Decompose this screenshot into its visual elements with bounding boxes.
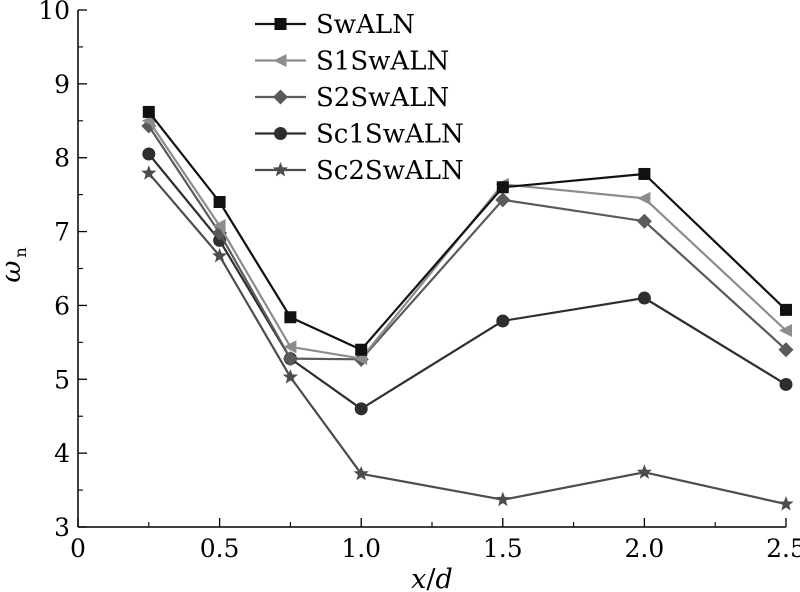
series-sc1swaln — [142, 147, 793, 416]
series-swaln — [142, 105, 792, 356]
legend-label: Sc2SwALN — [316, 156, 464, 186]
legend-item: S2SwALN — [255, 83, 449, 113]
y-tick-label: 7 — [54, 218, 70, 247]
series-line — [147, 111, 787, 351]
ticks: 0 0.5 1.0 1.5 2.0 2.5 3 4 5 6 7 8 9 10 — [38, 0, 800, 563]
data-point — [636, 464, 653, 479]
data-point — [355, 343, 368, 356]
legend-label: S2SwALN — [316, 83, 449, 113]
data-point — [496, 181, 509, 194]
series-line — [147, 172, 787, 506]
data-point — [212, 219, 226, 233]
data-point — [353, 465, 369, 481]
data-point — [283, 340, 297, 354]
data-point — [142, 147, 156, 161]
series-sc2swaln — [141, 165, 794, 511]
data-point — [778, 342, 794, 358]
data-point — [636, 213, 652, 229]
y-tick-label: 10 — [38, 0, 70, 25]
data-point — [637, 291, 651, 305]
legend-label: SwALN — [316, 10, 415, 40]
data-point — [780, 303, 792, 316]
y-tick-label: 3 — [54, 513, 70, 542]
data-point — [495, 192, 511, 208]
legend-label: S1SwALN — [316, 47, 449, 77]
x-tick-label: 2.0 — [625, 534, 665, 563]
legend-label: Sc1SwALN — [316, 120, 464, 150]
data-point — [638, 167, 651, 180]
legend-marker — [274, 18, 287, 30]
y-tick-label: 9 — [54, 70, 70, 99]
y-tick-label: 4 — [54, 439, 70, 468]
legend-marker — [272, 162, 289, 177]
data-point — [354, 402, 368, 416]
y-tick-label: 8 — [54, 144, 70, 173]
data-point — [637, 191, 651, 205]
data-point — [496, 314, 510, 328]
legend-item: Sc1SwALN — [255, 120, 464, 150]
x-axis-title: x/d — [411, 564, 453, 592]
legend-marker — [273, 89, 288, 105]
legend-marker — [273, 54, 287, 67]
data-point — [282, 351, 298, 367]
data-point — [778, 496, 794, 511]
data-point — [779, 324, 792, 338]
legend-item: Sc2SwALN — [255, 156, 464, 186]
y-axis-title: ωn — [0, 247, 30, 282]
legend-marker — [274, 127, 287, 140]
legend-item: SwALN — [255, 10, 415, 40]
legend: SwALN S1SwALN S2SwALN Sc1SwALN Sc2SwALN — [255, 10, 464, 186]
y-tick-label: 6 — [54, 291, 70, 320]
data-point — [142, 105, 155, 118]
x-tick-label: 0.5 — [200, 534, 240, 563]
series-layer — [141, 105, 794, 511]
data-point — [779, 377, 793, 391]
data-point — [284, 311, 297, 324]
data-point — [495, 491, 511, 507]
legend-item: S1SwALN — [255, 47, 449, 77]
x-tick-label: 1.0 — [341, 534, 381, 563]
series-line — [147, 153, 787, 410]
x-tick-label: 0 — [70, 534, 86, 563]
data-point — [141, 165, 157, 180]
data-point — [213, 196, 226, 209]
data-point — [282, 369, 299, 384]
x-tick-label: 1.5 — [483, 534, 523, 563]
x-tick-label: 2.5 — [766, 534, 800, 563]
y-tick-label: 5 — [54, 365, 70, 394]
data-point — [211, 247, 228, 263]
